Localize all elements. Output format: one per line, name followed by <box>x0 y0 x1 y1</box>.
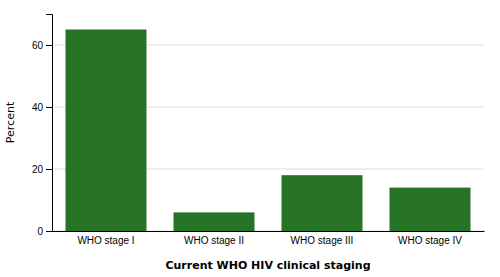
y-axis-title: Percent <box>4 101 17 143</box>
y-tick: 0 <box>37 226 52 237</box>
plot-area: 0204060WHO stage IWHO stage IIWHO stage … <box>32 15 485 247</box>
x-tick: WHO stage IV <box>398 235 462 246</box>
x-axis: WHO stage I WHO stage II WHO stage III WHO … <box>53 232 485 247</box>
bar <box>174 212 255 231</box>
bars <box>66 30 471 232</box>
x-tick: WHO stage III <box>291 235 354 246</box>
bar <box>282 175 363 231</box>
x-tick-label: WHO stage II <box>184 235 244 246</box>
bar <box>66 30 147 232</box>
y-tick: 40 <box>32 102 52 113</box>
y-tick-label: 20 <box>32 164 44 175</box>
y-tick-label: 60 <box>32 40 44 51</box>
y-tick-mark <box>46 169 52 170</box>
y-tick-mark <box>46 231 52 232</box>
chart: 0204060WHO stage IWHO stage IIWHO stage … <box>0 0 500 277</box>
x-tick: WHO stage I <box>77 235 134 246</box>
x-axis-title: Current WHO HIV clinical staging <box>165 259 370 272</box>
bar <box>390 188 471 231</box>
y-tick-label: 40 <box>32 102 44 113</box>
x-tick: WHO stage II <box>184 235 244 246</box>
x-tick-label: WHO stage III <box>291 235 354 246</box>
y-axis-line <box>46 15 53 232</box>
y-tick-mark <box>46 45 52 46</box>
y-tick-label: 0 <box>37 226 43 237</box>
y-tick: 20 <box>32 164 52 175</box>
y-tick-mark <box>46 107 52 108</box>
y-tick: 60 <box>32 40 52 51</box>
y-axis: 0 20 40 60 <box>32 15 53 237</box>
x-tick-label: WHO stage IV <box>398 235 462 246</box>
x-tick-label: WHO stage I <box>77 235 134 246</box>
x-axis-line <box>53 231 485 232</box>
